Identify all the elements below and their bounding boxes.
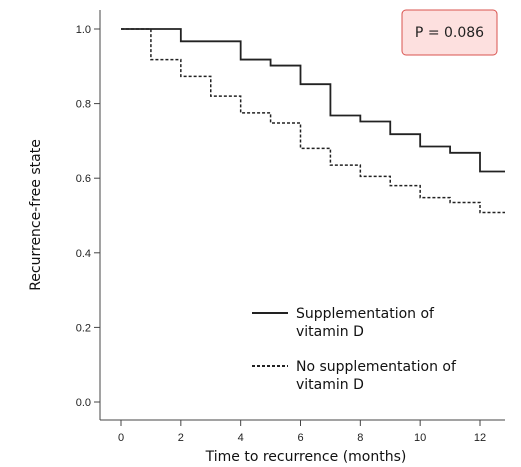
y-axis-title: Recurrence-free state [28,139,44,291]
legend: Supplementation of vitamin D No supplemen… [252,306,457,393]
legend-label-line: No supplementation of [296,359,457,375]
series-line-supplementation [121,28,505,173]
p-value-box: P = 0.086 [401,9,498,56]
series-line-no-supplementation [121,28,505,214]
legend-label-supplementation: Supplementation of vitamin D [296,306,435,340]
y-tick-label: 1.0 [76,24,91,36]
x-tick-label: 0 [118,432,124,444]
p-value-text: P = 0.086 [415,25,484,41]
x-tick-label: 2 [178,432,184,444]
x-tick-label: 4 [238,432,244,444]
x-tick-label: 10 [414,432,426,444]
legend-label-line: Supplementation of [296,306,435,322]
x-ticks: 0 2 4 6 8 10 12 [118,420,486,444]
p-value-box-background [401,9,498,56]
y-tick-label: 0.8 [76,99,91,111]
y-tick-label: 0.0 [76,397,91,409]
x-tick-label: 6 [297,432,303,444]
x-tick-label: 8 [357,432,363,444]
series-group [121,28,505,214]
x-tick-label: 12 [474,432,486,444]
legend-label-no-supplementation: No supplementation of vitamin D [296,359,457,393]
y-tick-label: 0.6 [76,173,91,185]
y-ticks: 0.0 0.2 0.4 0.6 0.8 1.0 [76,24,100,409]
legend-label-line: vitamin D [296,324,364,340]
y-tick-label: 0.2 [76,322,91,334]
x-axis-title: Time to recurrence (months) [205,449,407,465]
legend-label-line: vitamin D [296,377,364,393]
y-tick-label: 0.4 [76,248,91,260]
